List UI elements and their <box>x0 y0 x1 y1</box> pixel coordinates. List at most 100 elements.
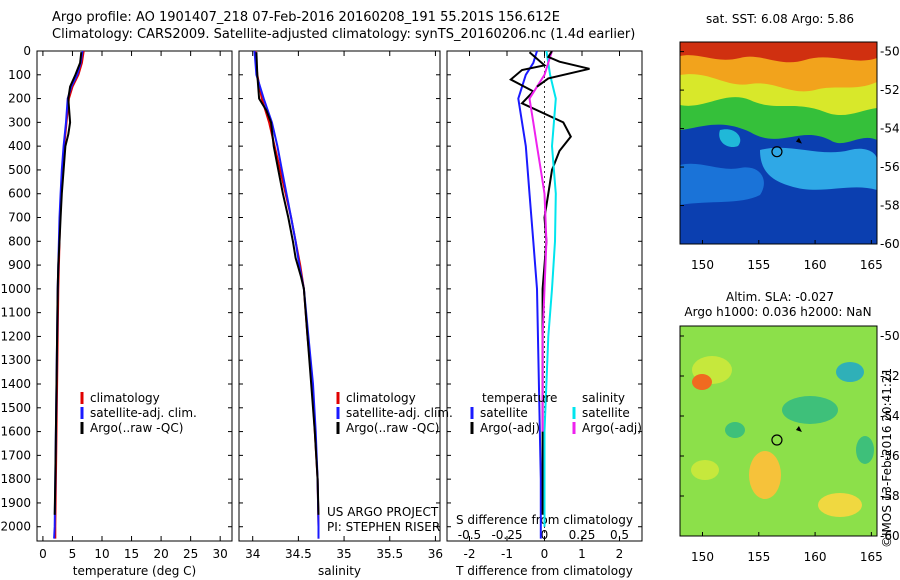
depth-tick-label: 1100 <box>0 306 31 320</box>
sla-blob <box>836 362 864 382</box>
depth-tick-label: 0 <box>23 44 31 58</box>
difference-series-line <box>536 50 590 88</box>
difference-legend-title: temperature <box>482 391 557 405</box>
temperature-xtick-label: 15 <box>124 547 139 561</box>
difference-series-line <box>528 50 553 432</box>
depth-tick-label: 300 <box>8 115 31 129</box>
difference-top-tick-label: -0.5 <box>458 528 481 542</box>
sst-eddy <box>719 129 741 148</box>
salinity-xlabel: salinity <box>318 564 361 578</box>
depth-tick-label: 1900 <box>0 496 31 510</box>
sst-band-red <box>680 42 877 63</box>
difference-legend-title: salinity <box>582 391 625 405</box>
sla-map-frame <box>679 325 878 537</box>
sla-map-xtick-label: 160 <box>804 550 827 564</box>
depth-tick-label: 1700 <box>0 448 31 462</box>
temperature-xlabel: temperature (deg C) <box>73 564 196 578</box>
sla-map-xtick-label: 155 <box>747 550 770 564</box>
difference-xlabel: T difference from climatology <box>455 564 633 578</box>
salinity-xtick-label: 36 <box>428 547 443 561</box>
sla-map-ytick-label: -54 <box>880 409 900 423</box>
sla-drift-arrow <box>795 426 802 433</box>
sla-blob <box>782 396 838 424</box>
sla-map <box>680 326 877 536</box>
temperature-xtick-label: 30 <box>213 547 228 561</box>
sst-map-ytick-label: -58 <box>880 199 900 213</box>
temperature-legend-label: climatology <box>90 391 160 405</box>
sst-map-xtick-label: 155 <box>747 258 770 272</box>
depth-tick-label: 800 <box>8 234 31 248</box>
salinity-series-line <box>255 52 320 515</box>
difference-xtick-label: 2 <box>616 547 624 561</box>
difference-top-tick-label: 0 <box>541 528 549 542</box>
temperature-axes-frame <box>36 50 233 542</box>
difference-legend-label: Argo(-adj) <box>480 421 540 435</box>
salinity-xtick-label: 34.5 <box>285 547 312 561</box>
sla-blob <box>725 422 745 438</box>
sla-map-subtitle: Argo h1000: 0.036 h2000: NaN <box>684 305 871 319</box>
sla-map-xtick-label: 150 <box>691 550 714 564</box>
temperature-legend-label: Argo(..raw -QC) <box>90 421 183 435</box>
sst-map-frame <box>679 41 878 245</box>
sla-blob <box>691 460 719 480</box>
depth-tick-label: 900 <box>8 258 31 272</box>
salinity-annotation: PI: STEPHEN RISER <box>327 520 440 534</box>
sst-map-ytick-label: -50 <box>880 45 900 59</box>
depth-tick-label: 1600 <box>0 425 31 439</box>
salinity-legend-label: satellite-adj. clim. <box>346 406 453 420</box>
difference-xtick-label: -1 <box>501 547 513 561</box>
depth-tick-label: 1500 <box>0 401 31 415</box>
depth-tick-label: 400 <box>8 139 31 153</box>
sla-map-ytick-label: -58 <box>880 489 900 503</box>
difference-top-tick-label: -0.25 <box>491 528 522 542</box>
depth-tick-label: 1800 <box>0 472 31 486</box>
sla-argo-marker <box>771 434 783 446</box>
sst-map-xtick-label: 165 <box>860 258 883 272</box>
sla-map-title: Altim. SLA: -0.027 <box>726 290 834 304</box>
sla-map-ytick-label: -52 <box>880 369 900 383</box>
depth-tick-label: 1300 <box>0 353 31 367</box>
depth-tick-label: 500 <box>8 163 31 177</box>
salinity-legend-label: Argo(..raw -QC) <box>346 421 439 435</box>
temperature-xtick-label: 10 <box>94 547 109 561</box>
sst-map-ytick-label: -54 <box>880 122 900 136</box>
salinity-axes-frame <box>238 50 441 542</box>
sst-argo-marker <box>771 146 783 158</box>
salinity-annotation: US ARGO PROJECT <box>327 505 439 519</box>
temperature-series-line <box>53 52 83 515</box>
difference-legend-label: satellite <box>582 406 630 420</box>
salinity-xtick-label: 35.5 <box>376 547 403 561</box>
sst-map-xtick-label: 160 <box>804 258 827 272</box>
difference-xtick-label: -2 <box>464 547 476 561</box>
difference-xtick-label: 0 <box>541 547 549 561</box>
difference-top-tick-label: 0.25 <box>569 528 596 542</box>
sst-map-ytick-label: -60 <box>880 237 900 251</box>
temperature-xtick-label: 0 <box>39 547 47 561</box>
sst-map <box>680 42 877 244</box>
depth-tick-label: 600 <box>8 187 31 201</box>
sst-drift-arrow <box>795 137 802 144</box>
depth-tick-label: 1000 <box>0 282 31 296</box>
temperature-legend-label: satellite-adj. clim. <box>90 406 197 420</box>
difference-top-tick-label: 0.5 <box>610 528 629 542</box>
header-title: Argo profile: AO 1901407_218 07-Feb-2016… <box>52 10 560 25</box>
temperature-xtick-label: 25 <box>183 547 198 561</box>
sst-map-ytick-label: -52 <box>880 83 900 97</box>
difference-legend-label: satellite <box>480 406 528 420</box>
depth-tick-label: 700 <box>8 211 31 225</box>
depth-tick-label: 2000 <box>0 520 31 534</box>
salinity-series-line <box>253 50 320 539</box>
salinity-series-line <box>254 50 320 539</box>
sla-map-ytick-label: -50 <box>880 329 900 343</box>
depth-tick-label: 200 <box>8 92 31 106</box>
difference-xtick-label: 1 <box>578 547 586 561</box>
sst-map-ytick-label: -56 <box>880 160 900 174</box>
salinity-xtick-label: 35 <box>336 547 351 561</box>
difference-series-line <box>543 50 557 527</box>
depth-tick-label: 1400 <box>0 377 31 391</box>
sla-blob <box>692 374 712 390</box>
sst-map-xtick-label: 150 <box>691 258 714 272</box>
depth-tick-label: 1200 <box>0 329 31 343</box>
imos-stamp: ©IMOS 13-Feb-2016 20:41:21 <box>880 367 894 548</box>
